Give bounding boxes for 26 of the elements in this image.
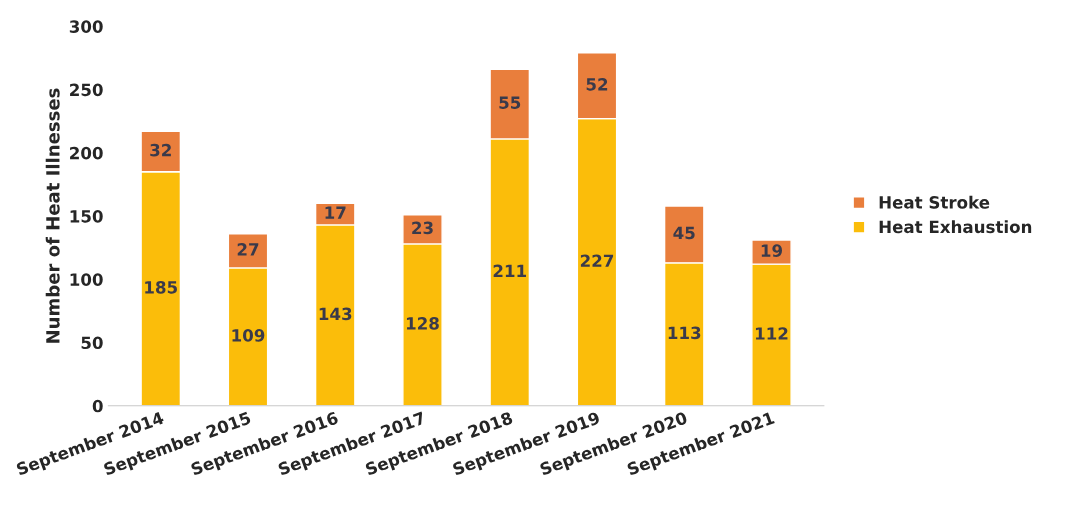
data-label: 32 <box>150 143 171 157</box>
y-tick-label: 100 <box>70 273 103 286</box>
legend-label: Heat Stroke <box>879 195 990 209</box>
data-label: 52 <box>586 78 608 91</box>
y-tick-label: 150 <box>70 210 103 223</box>
legend-label: Heat Exhaustion <box>879 220 1032 234</box>
data-label: 55 <box>499 96 521 109</box>
data-label: 45 <box>673 226 695 240</box>
data-label: 185 <box>145 281 177 294</box>
y-tick-label: 300 <box>69 20 103 33</box>
data-label: 109 <box>232 329 265 342</box>
y-tick-label: 50 <box>81 336 103 350</box>
data-label: 27 <box>237 243 259 256</box>
data-label: 113 <box>668 326 701 340</box>
y-tick-label: 250 <box>70 83 103 97</box>
y-axis-title: Number of Heat Illnesses <box>45 88 60 343</box>
data-label: 211 <box>493 264 526 277</box>
data-label: 19 <box>761 244 783 257</box>
data-label: 112 <box>755 327 788 340</box>
data-label: 128 <box>406 317 439 330</box>
data-label: 227 <box>580 254 614 267</box>
data-label: 143 <box>319 307 352 321</box>
data-label: 17 <box>325 206 346 219</box>
data-label: 23 <box>412 221 433 235</box>
y-tick-label: 0 <box>92 399 103 413</box>
y-tick-label: 200 <box>70 146 103 160</box>
